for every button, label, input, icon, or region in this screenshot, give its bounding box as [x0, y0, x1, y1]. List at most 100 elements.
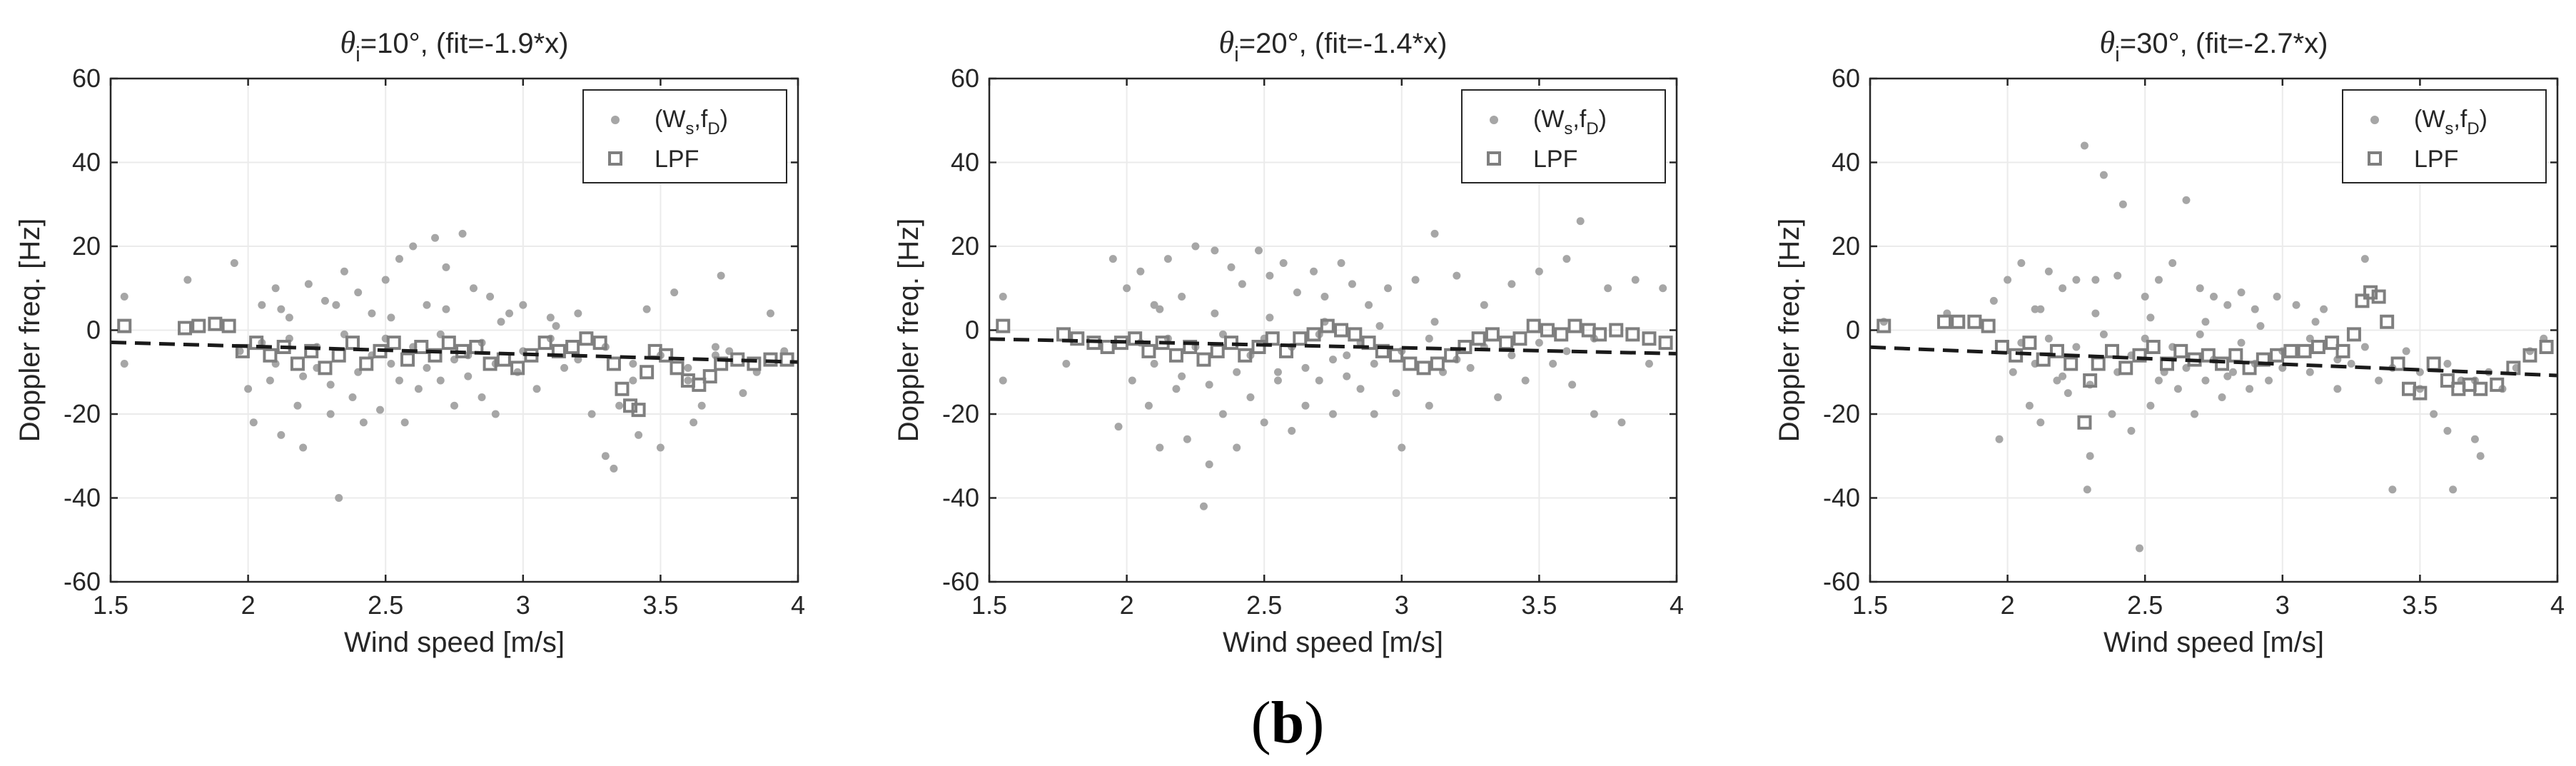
scatter-point [615, 401, 624, 410]
legend-label-part: ) [2480, 106, 2487, 133]
scatter-point [2091, 276, 2100, 284]
scatter-point [1466, 363, 1475, 372]
scatter-point [1348, 280, 1356, 288]
x-tick-label: 3 [516, 590, 530, 620]
scatter-point [436, 376, 445, 385]
lpf-marker [2325, 336, 2340, 351]
legend-label-sub: s [2445, 119, 2453, 138]
scatter-point [414, 385, 423, 393]
y-tick-label: -20 [64, 399, 101, 428]
lpf-marker [1967, 314, 1982, 329]
lpf-marker [2363, 285, 2378, 300]
scatter-point [1178, 372, 1186, 381]
lpf-marker [670, 361, 685, 376]
lpf-marker [2118, 361, 2133, 376]
lpf-marker [537, 336, 552, 351]
scatter-point [1191, 242, 1200, 251]
scatter-point [2053, 376, 2061, 385]
scatter-point [1576, 217, 1585, 226]
lpf-marker [1512, 331, 1527, 346]
scatter-point [387, 360, 395, 368]
scatter-point [2256, 322, 2265, 331]
scatter-point [2091, 309, 2100, 318]
scatter-point [1205, 460, 1213, 468]
scatter-point [2347, 360, 2355, 368]
lpf-marker [1183, 340, 1198, 354]
legend-label-part: (W [2414, 106, 2445, 133]
scatter-point [491, 410, 500, 418]
scatter-point [635, 430, 643, 439]
scatter-point [375, 405, 384, 414]
scatter-point [739, 389, 747, 398]
scatter-point [587, 410, 596, 418]
y-tick-label: 40 [951, 148, 979, 177]
y-tick-label: 0 [1846, 316, 1860, 345]
scatter-point [1315, 376, 1323, 385]
x-tick-label: 1.5 [93, 590, 128, 620]
scatter-point [2402, 347, 2410, 356]
scatter-point [1370, 360, 1378, 368]
scatter-point [1123, 284, 1131, 293]
scatter-point [1279, 259, 1288, 267]
scatter-point [1293, 288, 1301, 297]
scatter-point [1163, 255, 1172, 263]
legend-lpf-label: LPF [2414, 146, 2458, 173]
scatter-point [1288, 427, 1296, 435]
scatter-point [2044, 267, 2053, 276]
scatter-point [2146, 401, 2155, 410]
legend-lpf-marker [2368, 151, 2382, 166]
chart-title: θi=10°, (fit=-1.9*x) [340, 25, 569, 66]
lpf-marker [441, 336, 456, 351]
legend-scatter-marker [611, 116, 620, 124]
legend-label-sub: s [1564, 119, 1572, 138]
scatter-point [244, 385, 253, 393]
lpf-marker [1196, 352, 1211, 367]
lpf-marker [1128, 331, 1143, 346]
chart-panel-3: 1.5 2 2.5 3 3.5 4 -60 -40 -20 0 20 40 60 Wind speed [… [1774, 25, 2565, 658]
lpf-marker [1293, 331, 1308, 346]
scatter-point [469, 284, 478, 293]
scatter-point [552, 322, 560, 331]
chart-panel-1: 1.5 2 2.5 3 3.5 4 -60 -40 -20 0 20 40 60 Wind speed [… [14, 25, 805, 658]
scatter-point [1150, 301, 1158, 309]
scatter-point [560, 363, 569, 372]
scatter-point [656, 443, 665, 452]
legend-box [582, 89, 787, 183]
scatter-point [2080, 141, 2088, 150]
scatter-point [1425, 334, 1433, 343]
scatter-point [1301, 401, 1310, 410]
caption-open-paren: ( [1251, 690, 1271, 756]
scatter-point [1507, 280, 1516, 288]
scatter-point [684, 376, 692, 385]
scatter-point [395, 255, 403, 263]
lpf-marker [2022, 336, 2037, 351]
lpf-marker [763, 352, 778, 367]
legend-box [1461, 89, 1666, 183]
scatter-point [2210, 293, 2218, 301]
scatter-point [285, 313, 293, 322]
title-subscript: i [355, 43, 360, 66]
scatter-point [340, 267, 348, 276]
lpf-marker [2132, 348, 2147, 363]
lpf-marker [1981, 318, 1996, 333]
scatter-point [2099, 171, 2108, 179]
scatter-point [2237, 338, 2246, 347]
scatter-point [1062, 360, 1071, 368]
scatter-point [2430, 410, 2438, 418]
legend-lpf-label: LPF [655, 146, 699, 173]
scatter-point [2025, 401, 2034, 410]
lpf-marker [2490, 377, 2505, 392]
scatter-point [1114, 423, 1123, 431]
scatter-point [766, 309, 774, 318]
y-axis-label: Doppler freq. [Hz] [893, 218, 924, 442]
scatter-point [629, 360, 637, 368]
scatter-point [2044, 334, 2053, 343]
lpf-marker [2297, 343, 2312, 358]
lpf-marker [428, 348, 443, 363]
lpf-marker [1609, 323, 1624, 338]
scatter-point [2251, 305, 2259, 313]
y-tick-label: -40 [1823, 483, 1860, 513]
scatter-point [1211, 309, 1219, 318]
x-tick-label: 3.5 [2402, 590, 2438, 620]
scatter-point [670, 288, 679, 297]
